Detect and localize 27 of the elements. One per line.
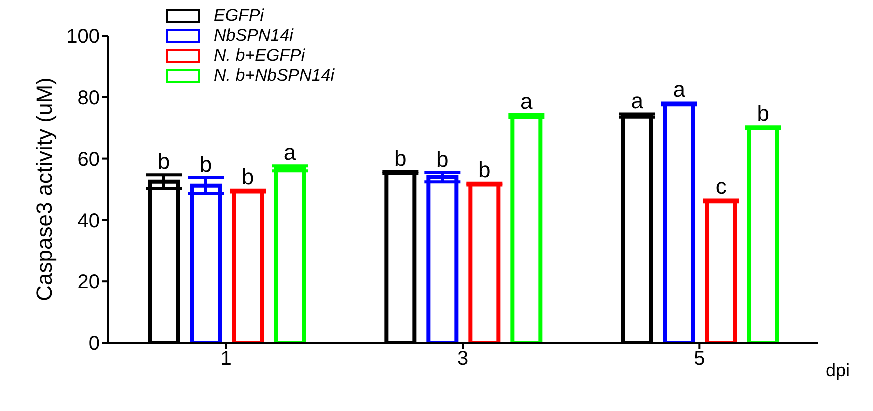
data-label: b — [158, 149, 170, 174]
legend-label: EGFPi — [214, 6, 264, 26]
x-tick-label: 5 — [694, 348, 706, 370]
y-tick-label: 40 — [78, 210, 100, 232]
data-label: a — [631, 88, 644, 114]
data-label: a — [673, 77, 686, 102]
data-label: b — [757, 101, 770, 126]
data-label: c — [716, 174, 727, 200]
data-label: a — [284, 140, 297, 166]
y-tick-label: 80 — [78, 88, 100, 110]
legend-label: N. b+EGFPi — [214, 46, 306, 66]
y-tick-label: 100 — [66, 26, 100, 48]
x-tick-label: 1 — [220, 348, 232, 370]
data-label: b — [436, 146, 449, 172]
legend-label: N. b+NbSPN14i — [214, 66, 334, 86]
y-tick-label: 0 — [88, 333, 100, 356]
y-tick-label: 60 — [78, 148, 100, 171]
x-axis-title: dpi — [826, 360, 850, 380]
x-tick-label: 3 — [457, 348, 469, 370]
data-label: a — [520, 88, 534, 114]
y-tick-label: 20 — [78, 272, 100, 294]
y-axis-title: Caspase3 activity (uM) — [32, 78, 57, 302]
legend-label: NbSPN14i — [214, 26, 294, 46]
data-label: b — [394, 146, 407, 171]
data-label: b — [478, 157, 491, 182]
data-label: b — [200, 152, 212, 177]
data-label: b — [242, 164, 254, 190]
